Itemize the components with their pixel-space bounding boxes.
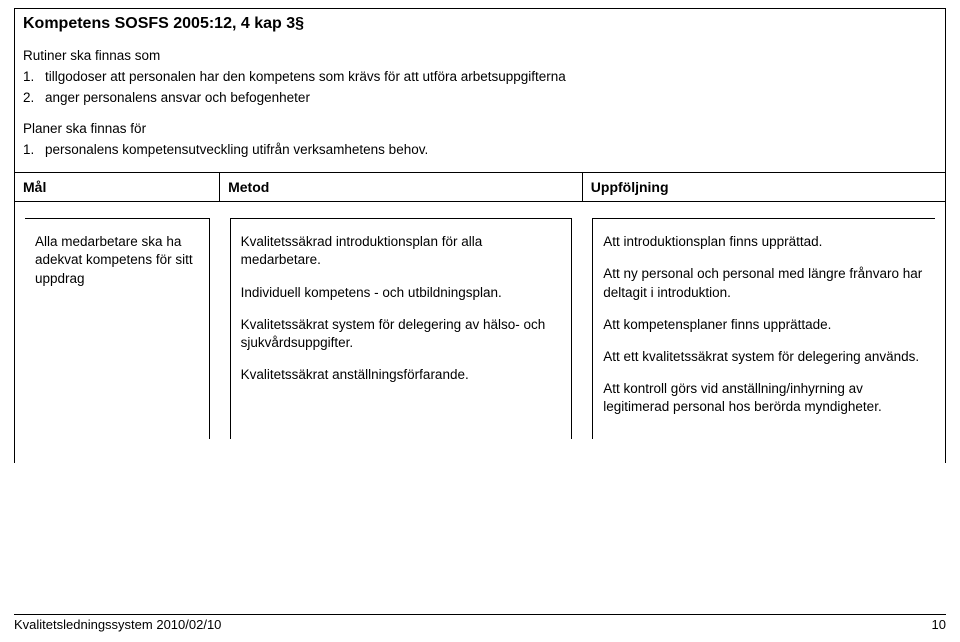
metod-paragraph: Kvalitetssäkrat anställningsförfarande. [241,366,562,384]
metod-paragraph: Kvalitetssäkrat system för delegering av… [241,316,562,352]
content-cell-metod: Kvalitetssäkrad introduktionsplan för al… [220,202,583,463]
metod-paragraph: Individuell kompetens - och utbildningsp… [241,284,562,302]
outer-frame: Kompetens SOSFS 2005:12, 4 kap 3§ Rutine… [14,8,946,463]
upp-box: Att introduktionsplan finns upprättad. A… [592,218,935,439]
upp-paragraph: Att kontroll görs vid anställning/inhyrn… [603,380,925,416]
column-header-row: Mål Metod Uppföljning [15,172,945,202]
content-row: Alla medarbetare ska ha adekvat kompeten… [15,202,945,463]
upp-paragraph: Att kompetensplaner finns upprättade. [603,316,925,334]
footer-page-number: 10 [932,617,946,632]
upp-paragraph: Att introduktionsplan finns upprättad. [603,233,925,251]
mal-box: Alla medarbetare ska ha adekvat kompeten… [25,218,210,439]
upp-paragraph: Att ny personal och personal med längre … [603,265,925,301]
column-header-metod: Metod [220,173,583,202]
list-number: 1. [23,68,45,86]
page-footer: Kvalitetsledningssystem 2010/02/10 10 [14,614,946,632]
plans-item-text: personalens kompetensutveckling utifrån … [45,142,428,157]
column-header-upp: Uppföljning [582,173,945,202]
plans-heading: Planer ska finnas för [23,120,937,138]
content-cell-mal: Alla medarbetare ska ha adekvat kompeten… [15,202,220,463]
document-title: Kompetens SOSFS 2005:12, 4 kap 3§ [23,15,937,33]
content-cell-upp: Att introduktionsplan finns upprättad. A… [582,202,945,463]
routines-item-text: tillgodoser att personalen har den kompe… [45,69,566,84]
document-page: Kompetens SOSFS 2005:12, 4 kap 3§ Rutine… [0,0,960,642]
metod-paragraph: Kvalitetssäkrad introduktionsplan för al… [241,233,562,269]
routines-item: 2.anger personalens ansvar och befogenhe… [23,89,937,107]
column-header-mal: Mål [15,173,220,202]
plans-item: 1.personalens kompetensutveckling utifrå… [23,141,937,159]
upp-paragraph: Att ett kvalitetssäkrat system för deleg… [603,348,925,366]
routines-item: 1.tillgodoser att personalen har den kom… [23,68,937,86]
metod-box: Kvalitetssäkrad introduktionsplan för al… [230,218,573,439]
routines-item-text: anger personalens ansvar och befogenhete… [45,90,310,105]
list-number: 1. [23,141,45,159]
list-number: 2. [23,89,45,107]
routines-heading: Rutiner ska finnas som [23,47,937,65]
footer-left: Kvalitetsledningssystem 2010/02/10 [14,617,221,632]
heading-block: Kompetens SOSFS 2005:12, 4 kap 3§ Rutine… [15,9,945,172]
mal-paragraph: Alla medarbetare ska ha adekvat kompeten… [35,233,199,288]
